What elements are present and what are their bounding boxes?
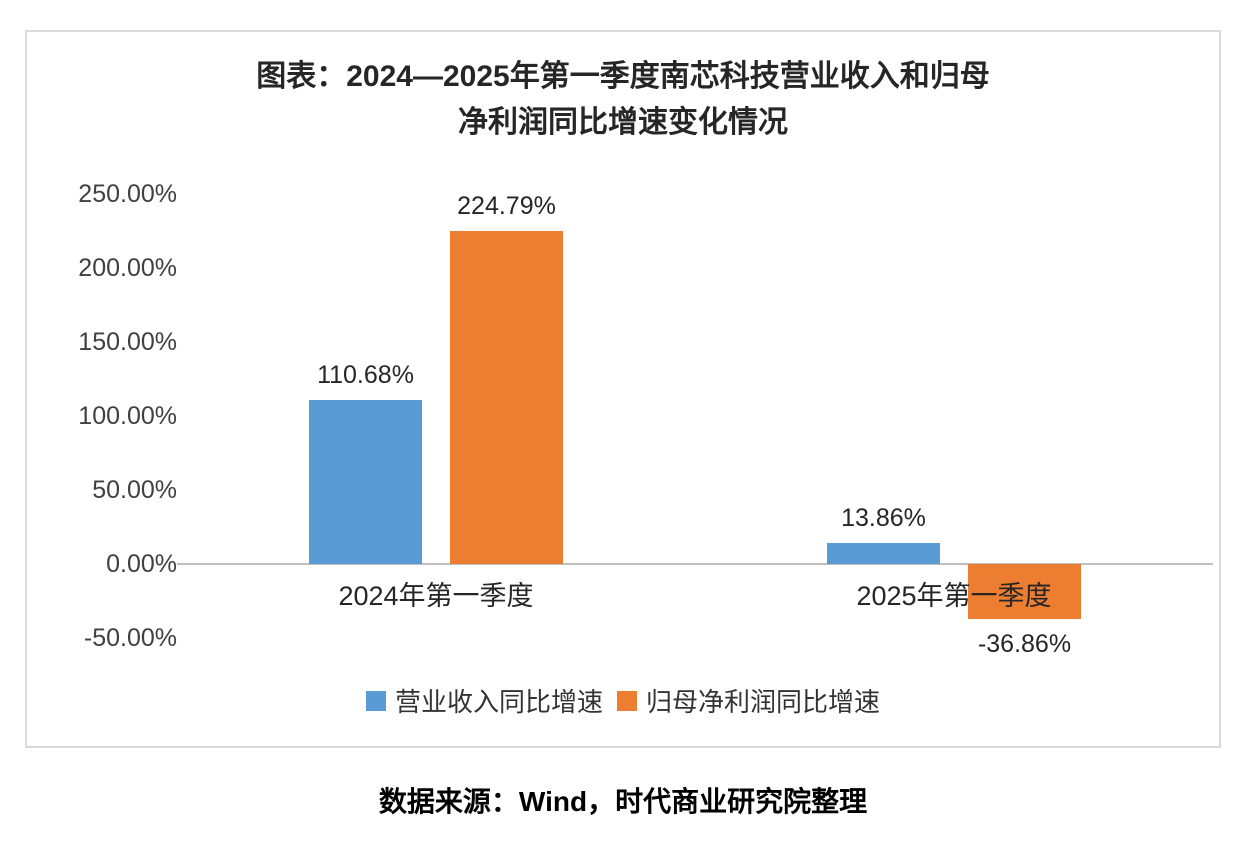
chart-title-line-1: 图表：2024—2025年第一季度南芯科技营业收入和归母 [256,60,990,93]
legend-swatch [365,690,386,711]
x-axis-line [177,563,1213,565]
legend-swatch [617,690,637,711]
y-axis-tick-label: 50.00% [92,476,177,504]
chart-title: 图表：2024—2025年第一季度南芯科技营业收入和归母 净利润同比增速变化情况 [27,54,1219,146]
plot-area: 250.00% 200.00% 150.00% 100.00% 50.00% 0.00% -… [27,32,1219,746]
y-axis-tick-label: 100.00% [78,402,177,430]
y-axis-tick-label: 150.00% [78,328,177,356]
source-note: 数据来源：Wind，时代商业研究院整理 [378,786,868,817]
legend-item: 归母净利润同比增速 [617,682,880,719]
legend-label: 归母净利润同比增速 [646,687,881,717]
y-axis-tick-label: 250.00% [78,180,177,208]
bar-value-label: 224.79% [457,192,556,221]
chart-title-line-2: 净利润同比增速变化情况 [458,106,788,139]
bar-value-label: 13.86% [841,504,926,533]
y-axis-tick-label: 200.00% [78,254,177,282]
y-axis-tick-label: 0.00% [106,550,177,578]
legend-label: 营业收入同比增速 [394,687,603,717]
legend: 营业收入同比增速 归母净利润同比增速 [27,682,1219,719]
bar [827,543,940,564]
category-label: 2024年第一季度 [338,581,534,611]
bar-value-label: 110.68% [317,361,414,390]
bar [968,564,1081,619]
chart-container: 图表：2024—2025年第一季度南芯科技营业收入和归母 净利润同比增速变化情况… [25,30,1221,748]
bar [450,231,563,564]
legend-item: 营业收入同比增速 [365,682,603,719]
category-label: 2025年第一季度 [856,581,1052,611]
bar-value-label: -36.86% [977,629,1072,658]
bar [309,400,422,564]
y-axis-tick-label: -50.00% [83,624,177,652]
